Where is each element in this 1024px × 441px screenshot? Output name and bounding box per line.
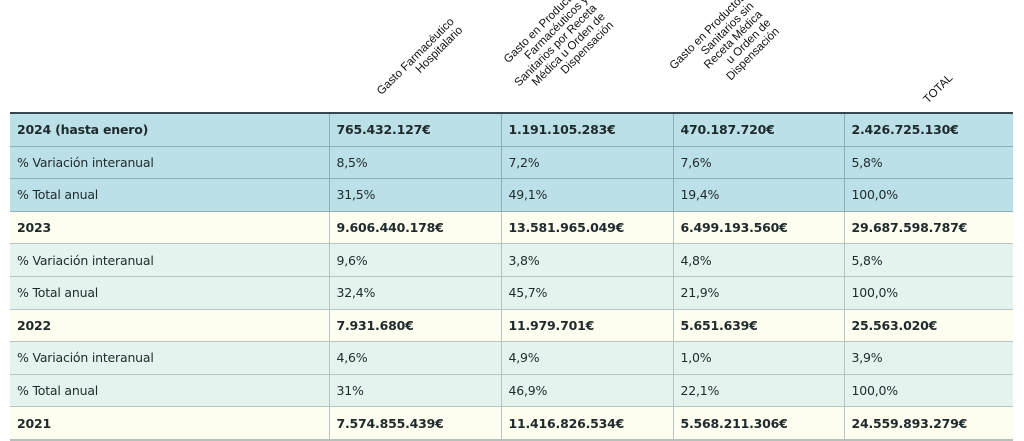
table-cell: 4,9% [500, 341, 674, 375]
table-row: 2021 7.574.855.439€ 11.416.826.534€ 5.568.2… [10, 406, 1013, 441]
table-cell: 22,1% [672, 373, 845, 408]
header-line: Hospitalario [413, 24, 466, 76]
table-cell: 7,6% [672, 145, 845, 180]
column-header-hospitalario: Gasto Farmacéutico Hospitalario [375, 16, 465, 106]
table-cell: 4,8% [672, 243, 845, 277]
column-header-receta: Gasto en Productos Farmacéuticos y Sanit… [502, 0, 616, 106]
table-row: 2023 9.606.440.178€ 13.581.965.049€ 6.499.1… [10, 210, 1013, 245]
table-cell: 31% [328, 373, 502, 408]
table-cell: 100,0% [843, 373, 1013, 408]
table-row: % Variación interanual 8,5% 7,2% 7,6% 5,8% [10, 145, 1013, 180]
row-label: % Total anual [10, 373, 330, 408]
row-label: 2021 [10, 406, 330, 441]
header-line: TOTAL [921, 72, 956, 106]
column-header-label: Gasto Farmacéutico Hospitalario [375, 16, 465, 106]
table-cell: 49,1% [500, 178, 674, 212]
table-row: % Variación interanual 4,6% 4,9% 1,0% 3,9% [10, 341, 1013, 375]
table-cell: 32,4% [328, 275, 502, 310]
table-cell: 19,4% [672, 178, 845, 212]
table-cell: 765.432.127€ [328, 112, 502, 147]
table-cell: 9.606.440.178€ [328, 210, 502, 245]
table-cell: 7.574.855.439€ [328, 406, 502, 441]
table-cell: 31,5% [328, 178, 502, 212]
table-cell: 6.499.193.560€ [672, 210, 845, 245]
table-cell: 8,5% [328, 145, 502, 180]
table-cell: 11.979.701€ [500, 308, 674, 343]
table-row: % Total anual 31,5% 49,1% 19,4% 100,0% [10, 178, 1013, 212]
column-header-label: TOTAL [922, 72, 956, 106]
table-cell: 46,9% [500, 373, 674, 408]
table-row: % Total anual 32,4% 45,7% 21,9% 100,0% [10, 275, 1013, 310]
table-cell: 21,9% [672, 275, 845, 310]
table-row: % Variación interanual 9,6% 3,8% 4,8% 5,8% [10, 243, 1013, 277]
row-label: % Total anual [10, 178, 330, 212]
table-cell: 470.187.720€ [672, 112, 845, 147]
table-cell: 25.563.020€ [843, 308, 1013, 343]
header-line: Gasto Farmacéutico [375, 15, 457, 98]
table-cell: 5.651.639€ [672, 308, 845, 343]
table-cell: 5.568.211.306€ [672, 406, 845, 441]
column-header-total: TOTAL [922, 72, 956, 106]
table-row: % Total anual 31% 46,9% 22,1% 100,0% [10, 373, 1013, 408]
table-cell: 4,6% [328, 341, 502, 375]
table-row: 2024 (hasta enero) 765.432.127€ 1.191.105.… [10, 112, 1013, 147]
table-cell: 24.559.893.279€ [843, 406, 1013, 441]
column-header-sin-receta: Gasto en Productos Sanitarios sin Receta… [668, 0, 782, 106]
column-headers: Gasto Farmacéutico Hospitalario Gasto en… [0, 0, 1024, 112]
row-label: % Variación interanual [10, 145, 330, 180]
table-row: 2022 7.931.680€ 11.979.701€ 5.651.639€ 25.56… [10, 308, 1013, 343]
row-label: 2023 [10, 210, 330, 245]
table-cell: 29.687.598.787€ [843, 210, 1013, 245]
table-cell: 9,6% [328, 243, 502, 277]
row-label: 2024 (hasta enero) [10, 112, 330, 147]
table-cell: 1.191.105.283€ [500, 112, 674, 147]
table-cell: 7.931.680€ [328, 308, 502, 343]
table-cell: 3,8% [500, 243, 674, 277]
table-cell: 7,2% [500, 145, 674, 180]
column-header-label: Gasto en Productos Sanitarios sin Receta… [668, 0, 782, 106]
table-cell: 13.581.965.049€ [500, 210, 674, 245]
table-cell: 1,0% [672, 341, 845, 375]
table-body: 2024 (hasta enero) 765.432.127€ 1.191.105.… [10, 112, 1013, 441]
table-cell: 5,8% [843, 145, 1013, 180]
table-cell: 11.416.826.534€ [500, 406, 674, 441]
row-label: 2022 [10, 308, 330, 343]
row-label: % Variación interanual [10, 341, 330, 375]
row-label: % Variación interanual [10, 243, 330, 277]
column-header-label: Gasto en Productos Farmacéuticos y Sanit… [496, 0, 616, 106]
table-cell: 45,7% [500, 275, 674, 310]
row-label: % Total anual [10, 275, 330, 310]
pharmaceutical-spending-table: 2024 (hasta enero) 765.432.127€ 1.191.105.… [10, 112, 1013, 441]
table-cell: 100,0% [843, 275, 1013, 310]
table-cell: 2.426.725.130€ [843, 112, 1013, 147]
table-cell: 5,8% [843, 243, 1013, 277]
table-cell: 100,0% [843, 178, 1013, 212]
table-cell: 3,9% [843, 341, 1013, 375]
